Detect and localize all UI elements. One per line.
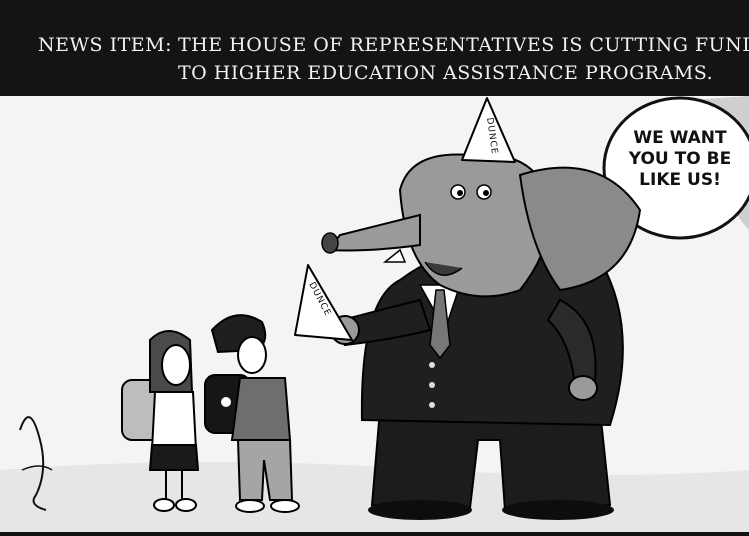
elephant-figure [321,153,642,520]
speech-bubble-text: WE WANT YOU TO BE LIKE US! [618,128,742,191]
elephant-tie [429,289,451,360]
caption-line-2: TO HIGHER EDUCATION ASSISTANCE PROGRAMS. [178,62,714,84]
speech-line-2: YOU TO BE [628,149,732,169]
elephant-dunce-cap: DUNCE [461,97,516,163]
caption-label: NEWS ITEM: [38,34,172,56]
caption-bar: NEWS ITEM: THE HOUSE OF REPRESENTATIVES … [0,0,749,96]
artist-signature [19,416,53,511]
girl-student [121,330,200,512]
elephant-ear [518,166,642,292]
speech-line-3: LIKE US! [639,170,721,190]
speech-line-1: WE WANT [633,128,727,148]
boy-student [204,314,300,513]
caption-line-1: THE HOUSE OF REPRESENTATIVES IS CUTTING … [178,34,749,56]
